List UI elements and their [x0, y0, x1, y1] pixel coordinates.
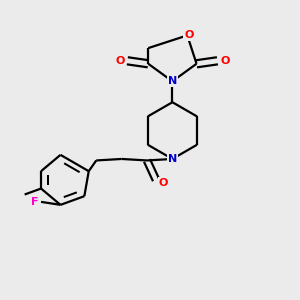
Text: O: O	[184, 30, 194, 40]
Text: O: O	[220, 56, 230, 66]
Text: O: O	[115, 56, 124, 66]
Text: N: N	[168, 154, 177, 164]
Text: F: F	[32, 197, 39, 207]
Text: O: O	[159, 178, 168, 188]
Text: N: N	[168, 76, 177, 86]
